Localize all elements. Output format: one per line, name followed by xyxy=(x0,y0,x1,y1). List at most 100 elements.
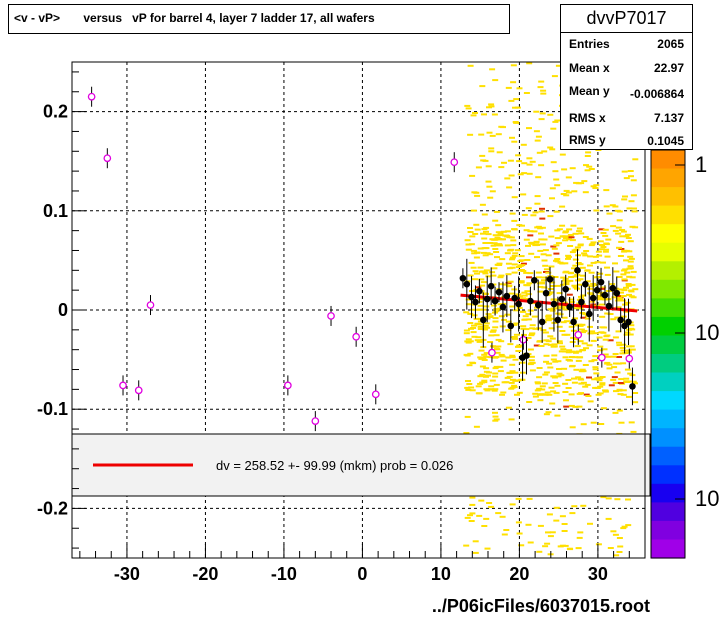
profile-point xyxy=(578,298,585,306)
density-bin xyxy=(575,262,582,264)
density-bin xyxy=(512,371,519,374)
profile-point xyxy=(491,297,499,305)
density-bin xyxy=(485,180,492,183)
density-bin xyxy=(499,355,506,358)
density-bin xyxy=(622,268,629,271)
density-bin xyxy=(632,226,639,229)
profile-point xyxy=(605,302,613,310)
density-bin xyxy=(535,271,542,274)
density-bin xyxy=(568,325,575,328)
density-bin xyxy=(600,331,607,334)
density-bin xyxy=(618,291,624,294)
density-bin xyxy=(538,238,545,241)
density-bin xyxy=(623,377,630,380)
density-bin xyxy=(487,242,494,244)
density-bin xyxy=(545,254,552,257)
density-bin xyxy=(625,524,632,527)
density-bin xyxy=(554,229,561,232)
density-bin xyxy=(492,372,499,375)
density-bin xyxy=(616,389,623,392)
density-bin xyxy=(627,240,634,243)
stats-value-rms-x: 7.137 xyxy=(653,111,684,125)
density-bin xyxy=(543,339,550,342)
density-bin xyxy=(565,256,572,258)
density-bin xyxy=(562,391,569,393)
density-bin xyxy=(612,381,619,384)
profile-point xyxy=(527,297,534,305)
y-tick-label: -0.2 xyxy=(37,498,68,518)
density-bin xyxy=(625,237,632,239)
density-bin xyxy=(483,305,490,308)
density-bin xyxy=(558,350,565,353)
density-bin xyxy=(486,131,493,134)
density-bin xyxy=(546,362,553,365)
density-bin xyxy=(582,385,589,388)
density-bin xyxy=(513,98,520,101)
sparse-point xyxy=(371,390,380,399)
density-bin xyxy=(543,413,550,416)
density-bin xyxy=(607,313,614,315)
density-bin xyxy=(478,349,485,352)
density-bin xyxy=(490,244,497,247)
density-bin xyxy=(475,336,482,339)
palette-bin xyxy=(651,409,685,429)
density-bin xyxy=(565,387,572,389)
density-bin xyxy=(485,233,492,236)
density-bin xyxy=(545,531,551,534)
density-bin xyxy=(571,267,577,270)
density-bin xyxy=(466,364,473,367)
density-bin xyxy=(480,281,487,284)
density-bin xyxy=(548,265,555,268)
density-bin xyxy=(588,285,595,288)
density-bin xyxy=(625,284,632,287)
density-bin xyxy=(465,380,471,382)
density-bin xyxy=(529,369,536,372)
density-bin xyxy=(506,284,513,287)
density-bin xyxy=(521,162,528,165)
density-bin xyxy=(523,92,530,94)
density-bin xyxy=(476,340,483,343)
density-bin xyxy=(553,506,560,509)
density-bin xyxy=(483,247,490,250)
density-bin xyxy=(507,371,514,374)
density-bin xyxy=(580,349,586,352)
density-bin xyxy=(507,159,514,162)
density-bin xyxy=(549,148,556,151)
density-bin xyxy=(515,345,521,348)
density-bin xyxy=(619,299,626,302)
palette-bin xyxy=(651,224,685,244)
density-bin xyxy=(511,219,518,222)
density-bin xyxy=(472,112,478,114)
density-bin xyxy=(599,244,605,246)
density-bin xyxy=(481,525,488,527)
density-bin xyxy=(559,515,566,518)
density-bin xyxy=(482,293,489,296)
density-bin xyxy=(525,207,532,210)
density-bin xyxy=(610,530,617,533)
density-bin xyxy=(620,527,627,530)
x-tick-label: -30 xyxy=(114,564,140,584)
x-tick-label: -10 xyxy=(271,564,297,584)
density-bin xyxy=(576,283,583,286)
density-bin xyxy=(571,356,578,359)
density-bin xyxy=(467,322,474,324)
density-bin xyxy=(463,311,470,314)
density-bin xyxy=(612,336,619,339)
density-bin xyxy=(571,381,578,384)
density-bin xyxy=(568,276,574,278)
density-bin xyxy=(616,409,623,412)
density-bin xyxy=(513,309,520,312)
density-bin xyxy=(575,376,582,379)
density-bin xyxy=(470,308,477,311)
density-bin xyxy=(599,303,606,306)
palette-bin xyxy=(651,354,685,374)
density-bin xyxy=(551,354,558,357)
density-bin xyxy=(538,345,545,347)
density-bin xyxy=(554,258,561,260)
density-bin xyxy=(576,536,583,539)
density-bin xyxy=(471,324,477,327)
density-bin xyxy=(478,278,485,281)
density-bin xyxy=(560,193,567,195)
density-bin xyxy=(553,178,560,181)
density-bin xyxy=(513,121,520,124)
